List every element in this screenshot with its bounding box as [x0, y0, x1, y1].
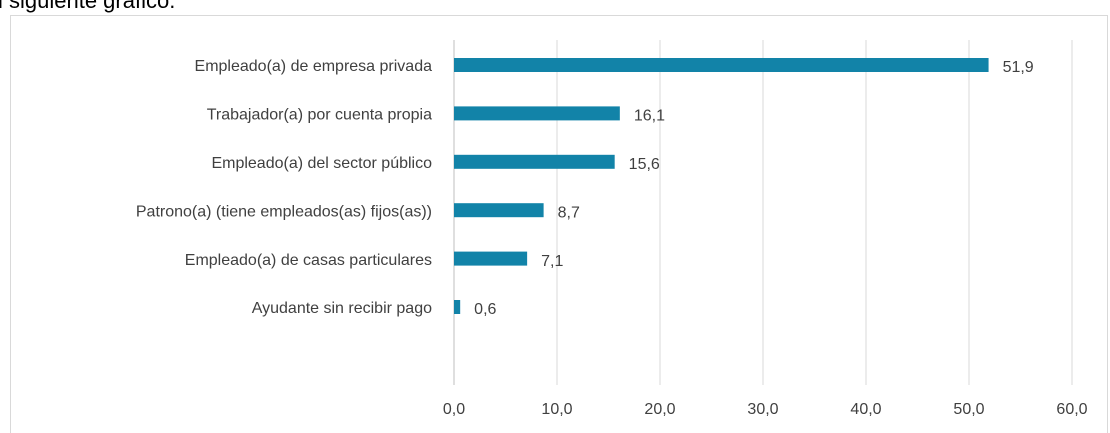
- x-tick-label: 0,0: [443, 401, 465, 418]
- bar: [454, 203, 544, 218]
- bar: [454, 58, 989, 72]
- value-label: 15,6: [629, 156, 660, 173]
- y-tick-label: Patrono(a) (tiene empleados(as) fijos(as…: [136, 203, 432, 220]
- y-tick-label: Empleado(a) del sector público: [211, 155, 432, 172]
- bar: [454, 106, 620, 121]
- value-label: 7,1: [541, 253, 563, 270]
- value-label: 0,6: [474, 301, 496, 318]
- value-label: 51,9: [1003, 59, 1034, 76]
- x-tick-label: 50,0: [953, 401, 984, 418]
- value-label: 8,7: [558, 204, 580, 221]
- value-label: 16,1: [634, 108, 665, 125]
- bar: [454, 300, 461, 314]
- chart-frame: [10, 15, 1108, 433]
- bar: [454, 154, 615, 169]
- x-tick-label: 40,0: [850, 401, 881, 418]
- bar: [454, 251, 528, 266]
- y-tick-label: Empleado(a) de empresa privada: [195, 58, 433, 75]
- caption: l siguiente gráfico.: [0, 0, 175, 13]
- x-tick-label: 30,0: [747, 401, 778, 418]
- y-tick-label: Empleado(a) de casas particulares: [185, 252, 432, 269]
- y-tick-label: Trabajador(a) por cuenta propia: [207, 107, 432, 124]
- y-tick-label: Ayudante sin recibir pago: [252, 300, 432, 317]
- x-tick-label: 20,0: [644, 401, 675, 418]
- x-tick-label: 60,0: [1056, 401, 1087, 418]
- x-tick-label: 10,0: [541, 401, 572, 418]
